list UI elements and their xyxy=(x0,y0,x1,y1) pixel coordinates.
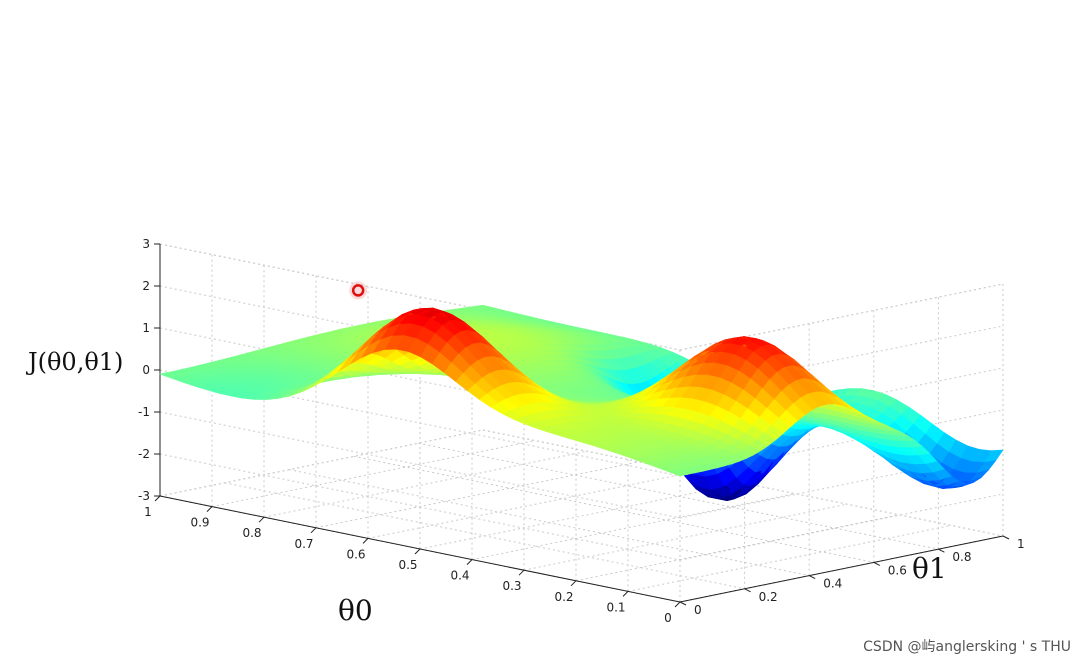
z-tick-label: 3 xyxy=(142,237,150,251)
x-tick-mark xyxy=(310,527,317,534)
y-tick-label: 0.6 xyxy=(888,563,907,577)
left-wall-grid-line xyxy=(159,369,681,477)
box-edge-line xyxy=(159,243,681,351)
y-tick-label: 0.8 xyxy=(952,550,971,564)
floor-grid-line xyxy=(367,471,692,539)
x-tick-mark xyxy=(518,569,525,576)
cost-surface xyxy=(158,304,1004,502)
marker-glow xyxy=(349,281,368,300)
y-tick-label: 0.4 xyxy=(823,577,842,591)
x-tick-label: 0.2 xyxy=(554,590,573,604)
axis-labels: J(θ0,θ1) θ0 θ1 xyxy=(25,348,947,627)
x-tick-mark xyxy=(622,591,629,597)
y-tick-label: 0.2 xyxy=(759,590,778,604)
x-tick-label: 0.7 xyxy=(294,537,313,551)
marker-layer xyxy=(349,281,368,300)
floor-grid-line xyxy=(224,482,745,590)
y-tick-mark xyxy=(679,601,687,606)
x-tick-label: 0.1 xyxy=(606,600,625,614)
x-tick-mark xyxy=(154,495,161,502)
floor-grid-line xyxy=(575,514,900,582)
left-wall-grid-line xyxy=(159,411,681,519)
floor-grid-line xyxy=(211,440,536,508)
floor-grid-line xyxy=(419,482,744,550)
watermark: CSDN @屿anglersking ' s THU xyxy=(863,639,1071,655)
floor-grid-line xyxy=(627,524,952,592)
x-tick-label: 0.5 xyxy=(398,558,417,572)
y-tick-mark xyxy=(873,561,881,566)
z-tick-label: 1 xyxy=(142,321,150,335)
z-axis-label: J(θ0,θ1) xyxy=(25,348,123,376)
x-tick-label: 0.8 xyxy=(242,526,261,540)
z-tick-label: -1 xyxy=(138,405,150,419)
z-tick-label: 2 xyxy=(142,279,150,293)
y-tick-label: 1 xyxy=(1017,537,1025,551)
box-edge-line xyxy=(159,429,484,497)
x-tick-mark xyxy=(206,506,213,512)
x-tick-mark xyxy=(674,601,681,608)
x-tick-mark xyxy=(570,580,577,587)
y-axis-label: θ1 xyxy=(912,552,947,585)
x-tick-label: 0.4 xyxy=(450,569,469,583)
surface-patch xyxy=(158,372,181,379)
y-tick-mark xyxy=(808,575,816,580)
x-tick-label: 0.3 xyxy=(502,579,521,593)
x-tick-label: 0.9 xyxy=(190,516,209,530)
floor-grid-line xyxy=(289,469,810,577)
z-tick-label: -2 xyxy=(138,447,150,461)
x-tick-mark xyxy=(414,548,421,555)
left-wall-grid-line xyxy=(159,327,681,435)
x-tick-mark xyxy=(362,538,369,544)
z-tick-label: -3 xyxy=(138,489,150,503)
floor-grid-line xyxy=(418,442,939,550)
x-axis-label: θ0 xyxy=(338,594,373,627)
floor-grid-line xyxy=(353,455,874,563)
x-tick-label: 1 xyxy=(144,505,152,519)
x-tick-mark xyxy=(258,516,265,523)
x-tick-mark xyxy=(466,559,473,565)
y-tick-mark xyxy=(1002,535,1010,540)
floor-grid-line xyxy=(263,450,588,518)
floor-grid-line xyxy=(523,503,848,571)
y-tick-mark xyxy=(938,548,945,553)
floor-grid-line xyxy=(315,461,640,529)
x-tick-label: 0 xyxy=(664,611,672,625)
y-axis-line xyxy=(679,535,1004,603)
axis-ticks: 3 2 1 0 -1 -2 -3 1 0.9 0.8 0.7 0.6 0.5 0.4 0.3 0.2 0.1 0 0… xyxy=(138,237,1025,625)
left-wall-grid-line xyxy=(159,453,681,561)
z-tick-label: 0 xyxy=(142,363,150,377)
y-tick-mark xyxy=(744,588,751,593)
marker-point xyxy=(351,284,365,297)
floor-grid-line xyxy=(471,493,796,561)
y-tick-label: 0 xyxy=(694,603,702,617)
x-tick-label: 0.6 xyxy=(346,547,365,561)
